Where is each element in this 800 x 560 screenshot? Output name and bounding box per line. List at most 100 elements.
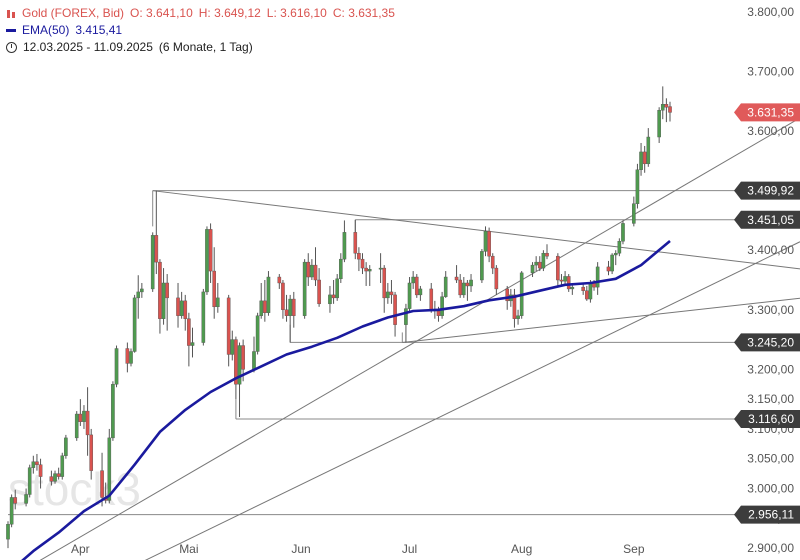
level-tag: 3.451,05 [734, 210, 800, 229]
candle-body [389, 291, 394, 296]
candle-body [613, 252, 618, 256]
date-range: 12.03.2025 - 11.09.2025 [23, 40, 153, 54]
candle-body [411, 276, 415, 284]
candle [288, 294, 292, 343]
candle [74, 411, 79, 441]
candle [339, 253, 343, 283]
candle [642, 145, 647, 173]
candle [313, 247, 318, 286]
low-value: L: 3.616,10 [266, 6, 327, 20]
y-tick-label: 3.050,00 [747, 452, 794, 466]
candle [483, 226, 488, 257]
candle [190, 327, 195, 358]
candle [639, 142, 643, 176]
candle-body [317, 279, 321, 305]
y-tick-label: 3.000,00 [747, 482, 794, 496]
candle-body [668, 106, 672, 113]
candle [378, 253, 383, 283]
y-tick-label: 3.700,00 [747, 64, 794, 78]
candle-body [165, 282, 169, 299]
candle-body [610, 254, 614, 272]
candle [230, 330, 235, 361]
candle-body [541, 252, 546, 269]
level-tag: 3.499,92 [734, 181, 800, 200]
level-tag-bg [734, 181, 800, 200]
level-tag: 3.116,60 [734, 410, 800, 429]
candle [490, 253, 495, 275]
candle [277, 274, 282, 289]
candle-body [632, 203, 636, 224]
candle [107, 428, 112, 504]
candle [136, 275, 141, 319]
candle [382, 265, 387, 313]
candle [53, 470, 57, 484]
candle-body [277, 276, 282, 284]
candle [664, 98, 669, 123]
candle-body [114, 348, 119, 385]
candle-body [646, 136, 651, 165]
candle-body [469, 279, 473, 287]
candle [465, 280, 470, 301]
candle-body [436, 310, 441, 316]
candle-body [230, 339, 235, 355]
candle [512, 288, 517, 328]
candle-body [234, 339, 238, 385]
candle-body [537, 261, 542, 269]
candle-body [13, 497, 18, 504]
instrument-name: Gold (FOREX, Bid) [22, 6, 125, 20]
y-tick-label: 3.300,00 [747, 303, 794, 317]
candle [60, 452, 65, 480]
candle-body [530, 264, 535, 274]
candle-body [660, 104, 665, 111]
candle-body [64, 437, 68, 456]
level-tag: 2.956,11 [734, 505, 800, 524]
candle-body [559, 279, 564, 282]
candle [556, 253, 560, 286]
candle-body [291, 298, 296, 316]
candle [284, 294, 289, 322]
candle [9, 494, 14, 528]
candle [469, 274, 473, 292]
candle [252, 336, 256, 373]
candle-body [487, 230, 491, 257]
candle [49, 470, 54, 486]
candle-body [125, 348, 130, 364]
candle-body [107, 437, 112, 501]
level-tag-label: 3.499,92 [747, 184, 794, 198]
candle [516, 309, 520, 325]
candle [161, 268, 166, 325]
last-price-tag-bg [734, 103, 800, 122]
candle-body [378, 267, 383, 270]
ema-value: 3.415,41 [75, 23, 123, 37]
candle [291, 291, 296, 328]
candle [281, 280, 285, 319]
candle [617, 238, 622, 257]
candle-body [386, 291, 390, 299]
candle-body [35, 461, 39, 465]
candle-body [440, 296, 444, 316]
candle [541, 250, 546, 272]
candle [100, 452, 104, 507]
candle [183, 294, 188, 331]
level-tag-label: 3.245,20 [747, 335, 794, 349]
candle-body [24, 494, 28, 504]
candle [364, 262, 368, 286]
candle [632, 196, 636, 227]
candle [150, 232, 155, 292]
candle [646, 128, 651, 167]
candle-body [621, 223, 625, 242]
candle [56, 467, 61, 480]
candle-body [129, 351, 133, 364]
candle-body [6, 524, 10, 540]
candle [534, 256, 538, 272]
candle [357, 247, 361, 272]
candle-body [418, 288, 423, 296]
candle-body [465, 282, 470, 287]
candle [635, 163, 640, 209]
last-price-tag-label: 3.631,35 [747, 105, 794, 119]
legend-row-period: 12.03.2025 - 11.09.2025 (6 Monate, 1 Tag… [6, 39, 395, 56]
candle [114, 345, 119, 388]
candle [187, 312, 191, 367]
candle [458, 274, 462, 298]
candle [367, 265, 372, 286]
